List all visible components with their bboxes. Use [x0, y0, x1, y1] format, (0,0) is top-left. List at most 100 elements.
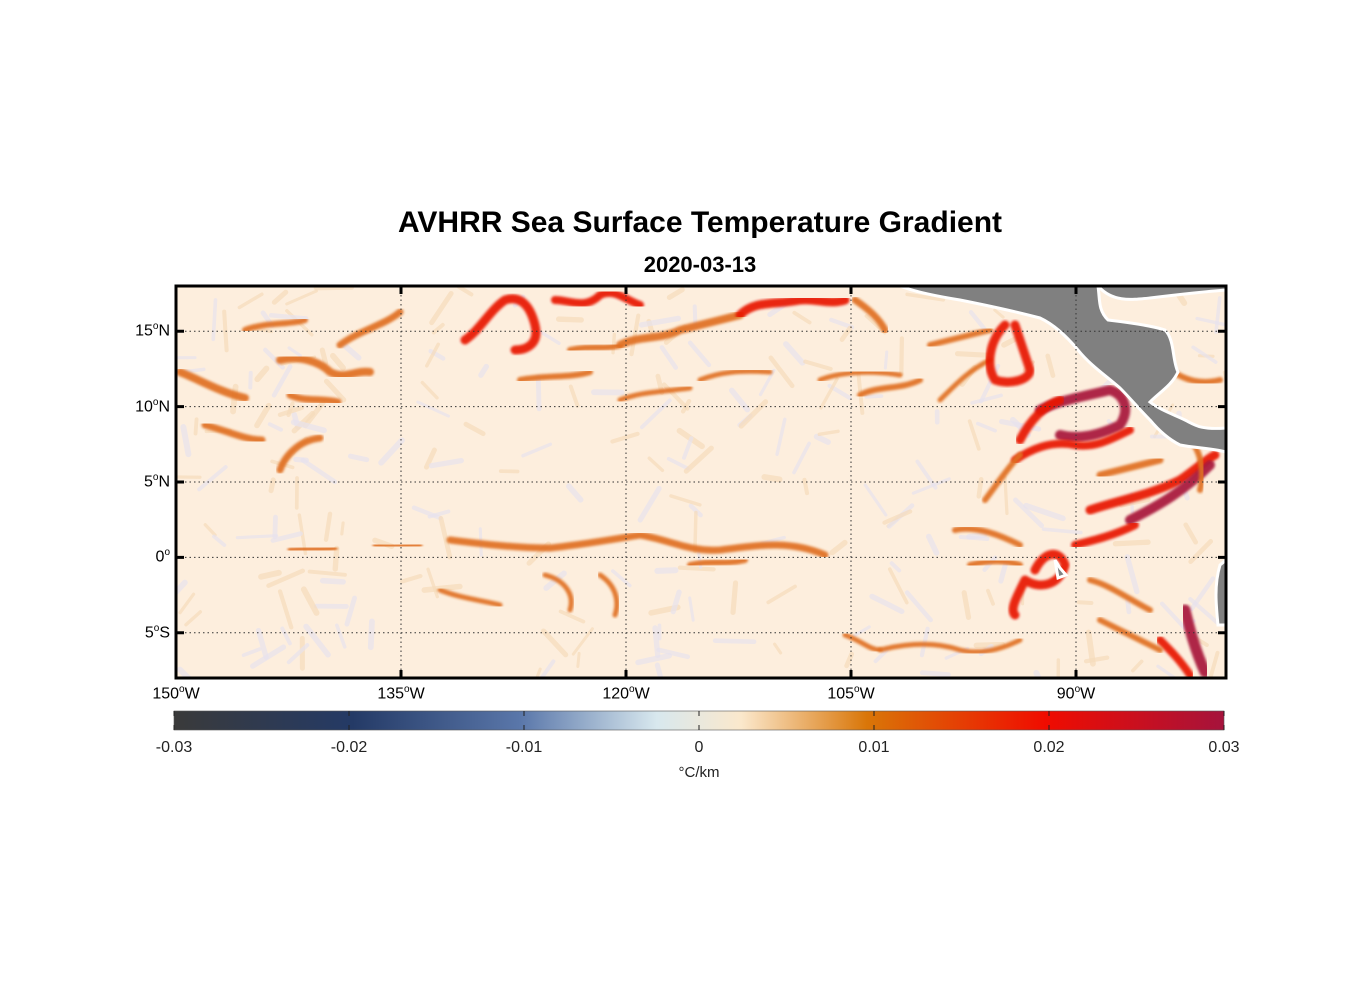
texture-streak — [293, 456, 309, 464]
sst-front — [1087, 577, 1153, 613]
sst-front — [1156, 636, 1194, 678]
texture-streak — [286, 401, 295, 418]
texture-streak — [1076, 600, 1094, 606]
texture-streak — [340, 341, 362, 361]
sst-front — [857, 377, 923, 398]
sst-front — [1071, 521, 1139, 549]
sst-front — [1096, 456, 1164, 479]
sst-front — [982, 452, 1023, 503]
colorbar-unit-label: °C/km — [678, 764, 720, 781]
sst-front — [697, 368, 773, 383]
texture-streak — [576, 651, 581, 669]
texture-streak — [1188, 539, 1214, 565]
texture-streak — [237, 292, 264, 310]
texture-streak — [773, 642, 783, 655]
texture-streak — [431, 322, 445, 335]
texture-streak — [340, 521, 345, 536]
texture-streak — [571, 627, 594, 656]
texture-streak — [869, 593, 905, 615]
sst-front — [542, 572, 574, 613]
texture-streak — [904, 590, 933, 623]
texture-streak — [303, 623, 331, 658]
texture-streak — [255, 627, 269, 660]
lat-tick-label: 15oN — [135, 321, 170, 340]
texture-streak — [829, 317, 855, 330]
lat-tick-label: 5oS — [144, 622, 170, 642]
texture-streak — [1013, 497, 1045, 529]
texture-streak — [839, 325, 853, 342]
texture-streak — [635, 652, 673, 666]
texture-streak — [829, 539, 848, 556]
sst-front — [460, 294, 541, 355]
texture-streak — [968, 309, 987, 332]
texture-streak — [915, 459, 938, 490]
colorbar-tick-label: 0.02 — [1033, 739, 1065, 756]
texture-streak — [286, 643, 310, 665]
sst-front — [842, 632, 883, 653]
texture-streak — [426, 567, 439, 599]
texture-streak — [367, 618, 375, 651]
sst-front — [276, 354, 374, 380]
texture-streak — [638, 315, 682, 328]
texture-streak — [687, 340, 712, 368]
texture-streak — [272, 514, 278, 540]
texture-streak — [416, 400, 450, 418]
texture-streak — [463, 421, 486, 437]
texture-streak — [712, 638, 757, 644]
sst-front — [567, 342, 623, 353]
texture-streak — [254, 365, 270, 383]
texture-streak — [1191, 345, 1218, 364]
texture-streak — [954, 351, 992, 358]
texture-streak — [783, 341, 806, 366]
texture-streak — [887, 567, 909, 605]
colorbar-tick-label: 0.01 — [858, 739, 890, 756]
texture-streak — [184, 610, 203, 627]
texture-streak — [344, 595, 357, 627]
texture-streak — [728, 387, 751, 413]
texture-streak — [659, 345, 678, 370]
texture-streak — [970, 393, 1003, 405]
texture-streak — [993, 308, 1005, 319]
sst-front — [286, 391, 342, 406]
texture-streak — [428, 457, 464, 469]
texture-streak — [329, 352, 346, 371]
sst-front — [437, 587, 503, 608]
sst-front — [276, 434, 324, 474]
texture-streak — [681, 436, 694, 460]
texture-streak — [277, 589, 294, 630]
texture-streak — [1131, 659, 1144, 673]
texture-streak — [976, 476, 984, 499]
texture-streak — [677, 565, 716, 572]
texture-streak — [268, 312, 309, 321]
texture-streak — [521, 442, 553, 458]
texture-streak — [285, 289, 318, 306]
texture-streak — [1112, 539, 1151, 547]
lon-tick-label: 135oW — [377, 684, 425, 703]
colorbar-tick-label: -0.01 — [505, 739, 543, 756]
colorbar-tick-label: 0 — [694, 739, 704, 756]
texture-streak — [966, 532, 988, 540]
texture-streak — [998, 560, 1009, 584]
texture-streak — [177, 666, 193, 678]
lat-tick-label: 0o — [155, 547, 170, 566]
sst-front — [1085, 450, 1220, 515]
texture-streak — [263, 347, 285, 370]
colorbar-ticks — [173, 711, 1225, 730]
texture-streak — [911, 477, 951, 495]
sst-front — [176, 368, 249, 402]
texture-streak — [669, 494, 702, 507]
texture-streak — [813, 433, 831, 445]
texture-streak — [178, 592, 196, 615]
texture-streak — [819, 377, 839, 410]
texture-streak — [925, 533, 940, 556]
map-ticks — [174, 286, 1226, 678]
sst-front — [967, 558, 1023, 568]
texture-streak — [961, 590, 972, 620]
texture-streak — [610, 431, 640, 444]
sst-front — [851, 296, 889, 334]
sst-front — [937, 357, 993, 403]
sst-front — [1179, 604, 1211, 678]
texture-streak — [1023, 502, 1066, 522]
sst-front — [1097, 617, 1163, 653]
sst-front — [551, 288, 644, 309]
